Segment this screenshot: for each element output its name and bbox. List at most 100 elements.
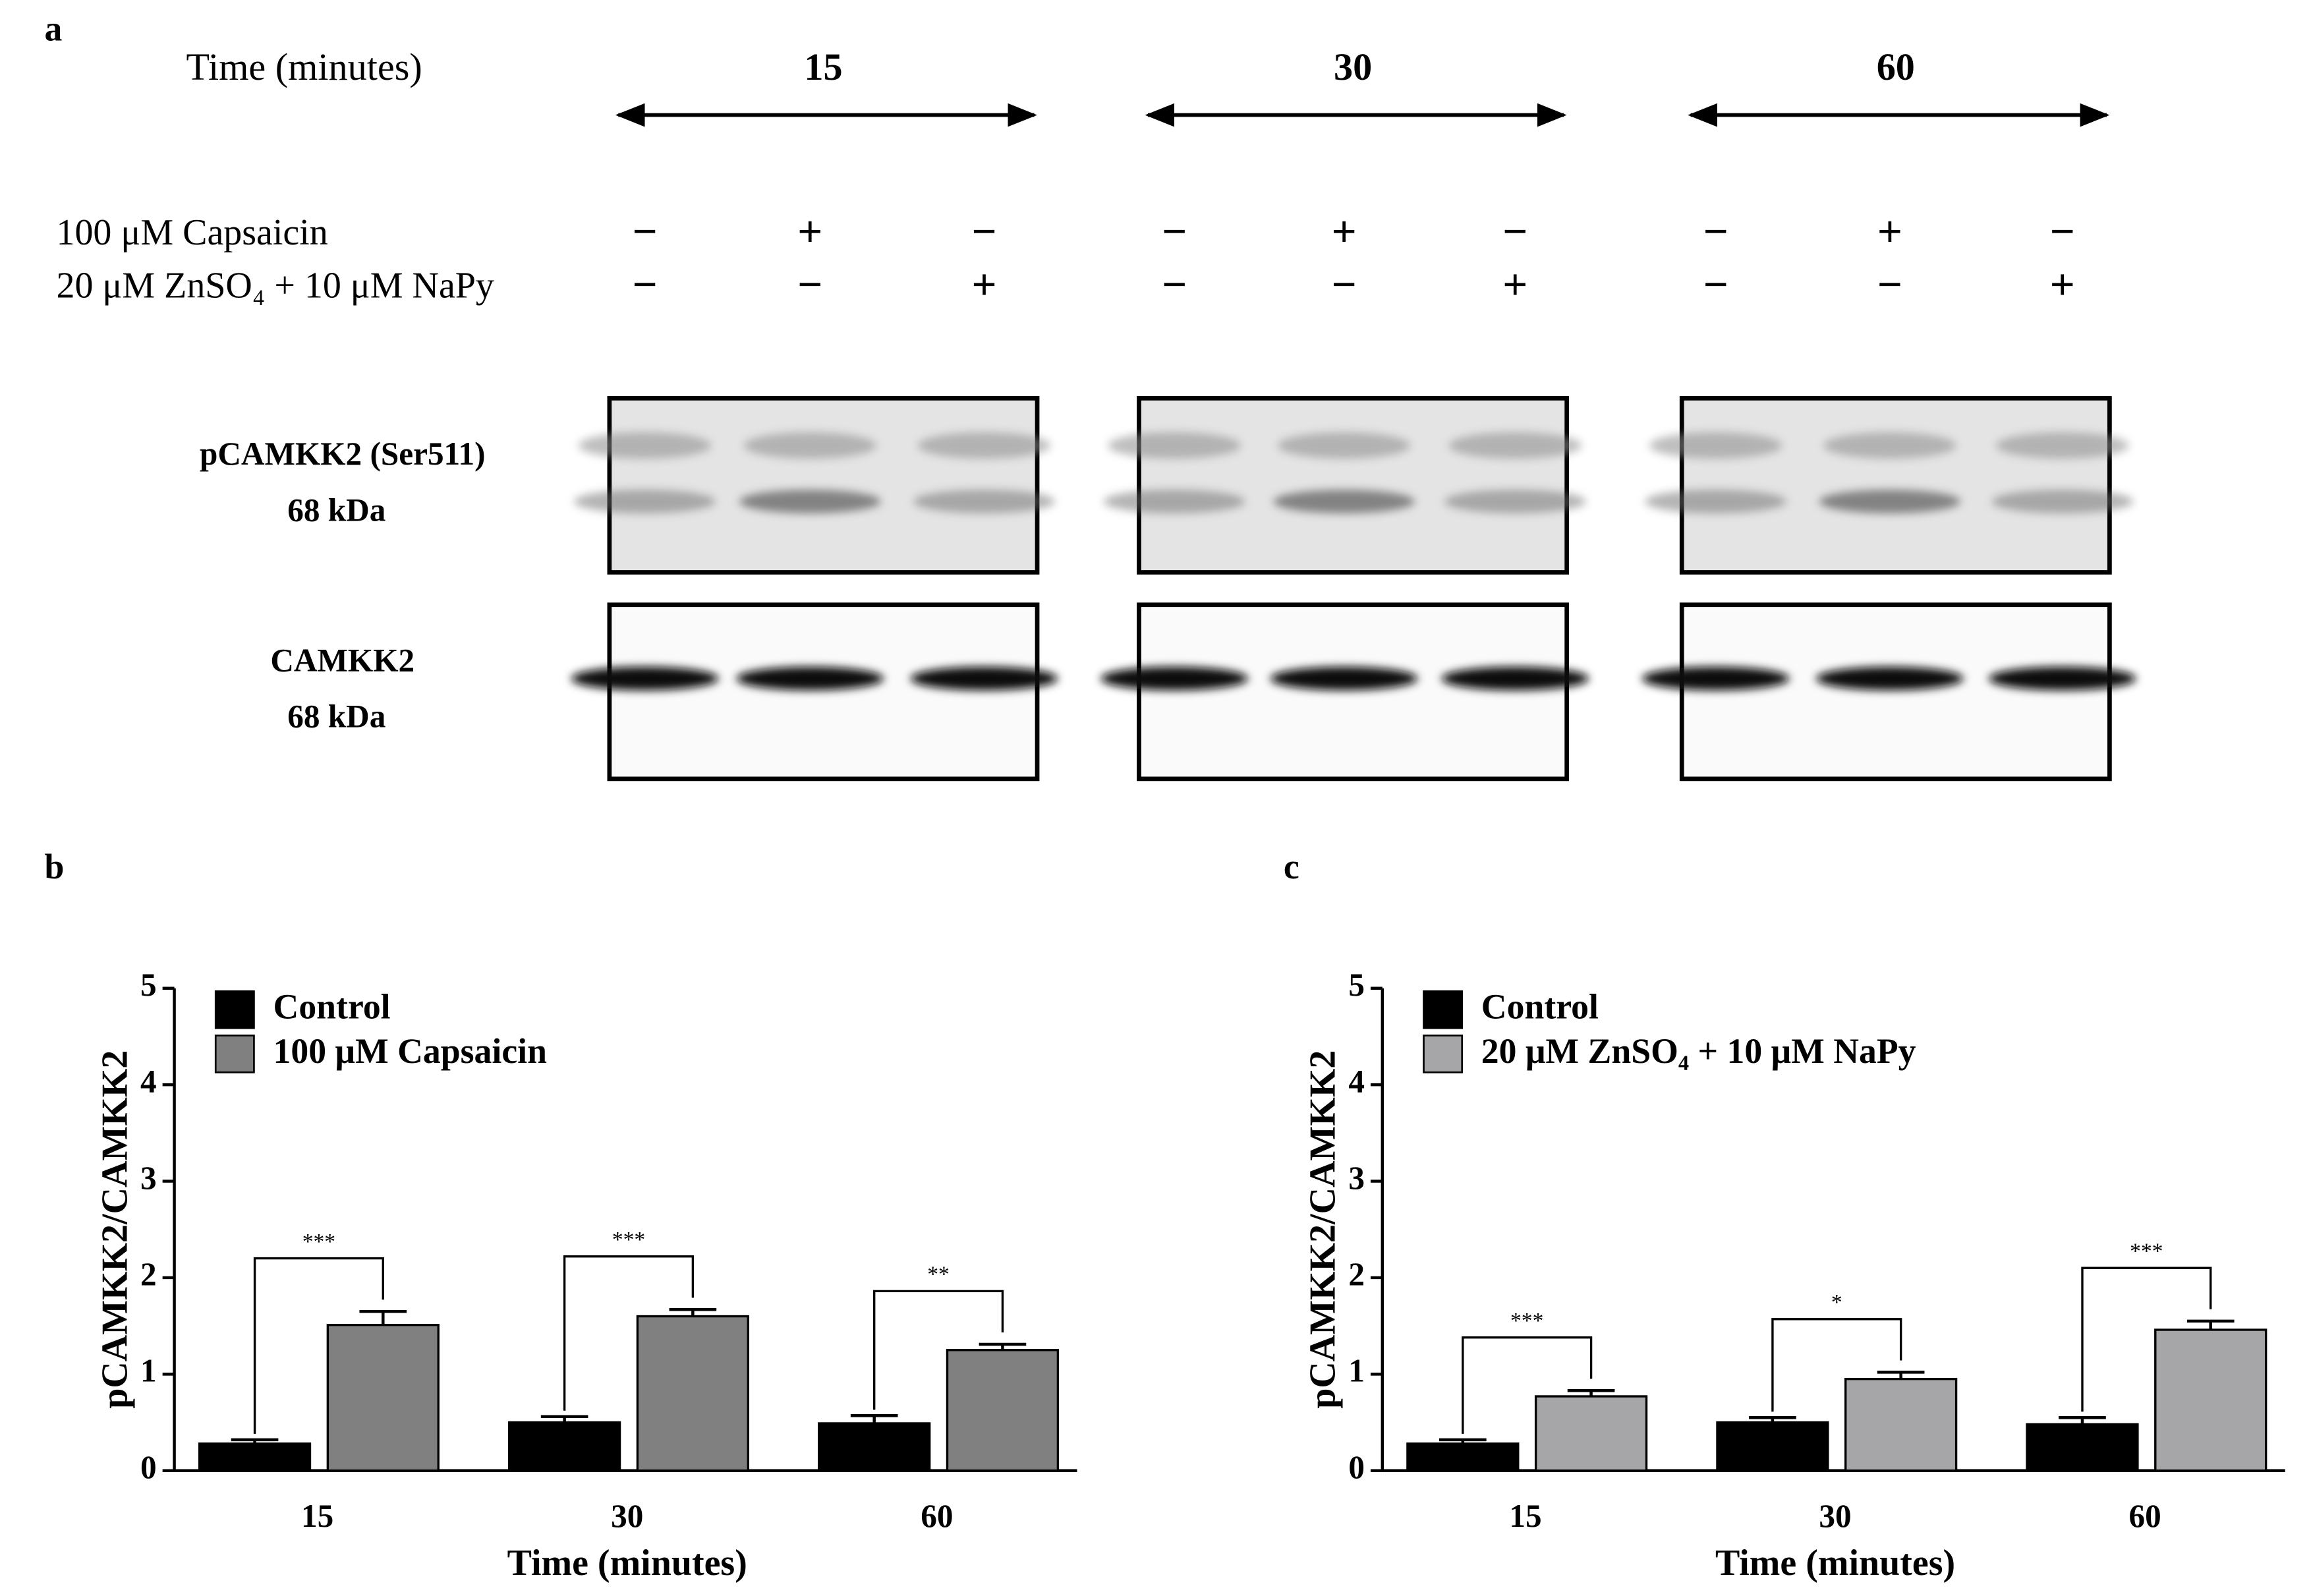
blot-band [571,666,719,691]
blot-box [1137,396,1570,575]
bar [2154,1328,2267,1472]
treatment-sign: + [1877,207,1902,256]
blot-band [1996,432,2129,459]
blot-box [1137,602,1570,782]
significance-label: *** [612,1228,645,1252]
error-bar [1439,1438,1487,1444]
protein-name: pCAMKK2 (Ser511) [200,436,485,472]
error-bar [540,1415,588,1423]
legend-label: 20 μM ZnSO₄ + 10 μM NaPy [1481,1031,1916,1071]
blot-box [1679,396,2112,575]
significance-bracket [1771,1318,1902,1412]
x-tick-label: 15 [301,1498,333,1534]
protein-name: CAMKK2 [270,642,414,679]
blot-band [1819,490,1961,513]
blot-band [1108,432,1241,459]
panel-label: b [45,847,65,886]
legend-swatch [214,1035,255,1073]
error-bar [2059,1415,2106,1425]
x-tick-label: 15 [1509,1498,1541,1534]
error-bar [1567,1388,1615,1397]
panel-label: a [45,9,63,49]
y-tick-label: 0 [140,1449,157,1485]
treatment-sign: − [2050,207,2075,256]
y-tick-label: 2 [140,1256,157,1292]
protein-size: 68 kDa [287,492,385,528]
y-tick-label: 5 [140,967,157,1003]
bar [326,1323,440,1472]
y-tick-label: 4 [140,1063,157,1099]
y-tick-label: 1 [140,1353,157,1389]
significance-label: ** [927,1263,950,1287]
blot-band [1641,666,1790,691]
error-bar [669,1308,717,1317]
error-bar [359,1309,407,1325]
legend-label: Control [1481,987,1599,1027]
significance-bracket [2081,1267,2212,1412]
y-tick-label: 3 [1348,1160,1365,1196]
treatment-label: 100 μM Capsaicin [56,212,328,253]
treatment-sign: + [971,260,996,309]
bar [1534,1395,1648,1472]
significance-bracket [253,1257,384,1434]
blot-band [739,490,881,513]
treatment-label: 20 μM ZnSO₄ + 10 μM NaPy [56,266,494,306]
blot-band [574,490,716,513]
blot-band [1991,490,2134,513]
blot-band [1823,432,1956,459]
y-tick-label: 4 [1348,1063,1365,1099]
significance-label: * [1831,1290,1842,1315]
legend-swatch [1423,990,1464,1029]
protein-size: 68 kDa [287,698,385,735]
treatment-sign: + [797,207,822,256]
y-tick-label: 1 [1348,1353,1365,1389]
y-axis-label: pCAMKK2/CAMKK2 [1303,1050,1344,1409]
x-tick-label: 30 [611,1498,643,1534]
treatment-sign: − [971,207,996,256]
bar [1716,1421,1829,1472]
time-value: 30 [1334,45,1372,88]
y-tick-label: 2 [1348,1256,1365,1292]
y-axis-label: pCAMKK2/CAMKK2 [94,1050,135,1409]
error-bar [2186,1319,2235,1330]
time-value: 60 [1877,45,1915,88]
error-bar [850,1414,898,1423]
blot-box [607,602,1040,782]
treatment-sign: + [1332,207,1357,256]
bar [818,1422,931,1472]
treatment-sign: − [1332,260,1357,309]
blot-band [1270,666,1418,691]
bar [1406,1442,1520,1472]
blot-band [1100,666,1249,691]
blot-band [1988,666,2136,691]
significance-label: *** [2130,1240,2163,1264]
significance-bracket [563,1255,695,1411]
error-bar [979,1342,1027,1350]
blot-band [910,666,1058,691]
time-label: Time (minutes) [186,45,422,88]
bar [508,1421,621,1472]
treatment-sign: − [1162,207,1187,256]
x-tick-label: 60 [2129,1498,2161,1534]
blot-band [1448,432,1582,459]
legend-swatch [1423,1035,1464,1073]
blot-band [1103,490,1245,513]
blot-band [1273,490,1415,513]
significance-bracket [1462,1336,1593,1434]
blot-band [913,490,1055,513]
blot-band [743,432,877,459]
blot-band [578,432,712,459]
treatment-sign: − [1162,260,1187,309]
blot-band [736,666,884,691]
blot-box [607,396,1040,575]
treatment-sign: − [632,207,657,256]
bar [636,1315,749,1472]
x-tick-label: 30 [1819,1498,1851,1534]
blot-band [917,432,1051,459]
error-bar [1749,1415,1796,1423]
y-tick-label: 0 [1348,1449,1365,1485]
treatment-sign: − [797,260,822,309]
bar [1844,1377,1958,1472]
treatment-sign: − [1703,260,1728,309]
